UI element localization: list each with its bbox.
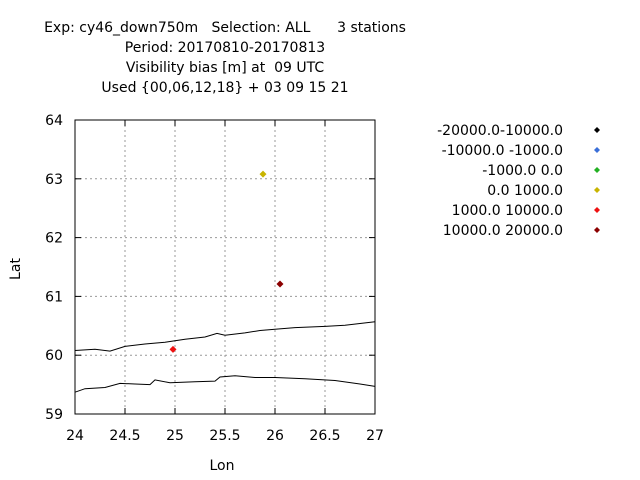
y-axis-ticks: 59 60 61 62 63 64 — [45, 113, 375, 423]
x-tick-label: 24.5 — [109, 428, 140, 444]
legend-label: -10000.0 -1000.0 — [442, 143, 563, 159]
chart-title-line-4: Used {00,06,12,18} + 03 09 15 21 — [101, 80, 349, 96]
legend: -20000.0-10000.0 -10000.0 -1000.0 -1000.0 … — [437, 123, 600, 239]
x-tick-label: 26.5 — [309, 428, 340, 444]
y-tick-label: 64 — [45, 113, 63, 129]
x-tick-label: 25.5 — [209, 428, 240, 444]
chart-title-line-3: Visibility bias [m] at 09 UTC — [125, 60, 325, 76]
coastline — [74, 321, 376, 352]
grid-lines — [75, 120, 375, 414]
y-tick-label: 60 — [45, 348, 63, 364]
x-axis-label: Lon — [210, 458, 235, 474]
x-tick-label: 25 — [166, 428, 184, 444]
x-tick-label: 24 — [66, 428, 84, 444]
legend-marker — [594, 147, 600, 153]
data-points — [169, 170, 284, 353]
legend-marker — [594, 207, 600, 213]
legend-marker — [594, 187, 600, 193]
legend-marker — [594, 167, 600, 173]
data-point — [169, 345, 177, 353]
x-axis-ticks: 24 24.5 25 25.5 26 26.5 27 — [66, 120, 384, 444]
data-point — [259, 170, 267, 178]
legend-marker — [594, 127, 600, 133]
x-tick-label: 27 — [366, 428, 384, 444]
y-axis-label: Lat — [8, 258, 24, 280]
legend-label: -20000.0-10000.0 — [437, 123, 563, 139]
legend-label: 1000.0 10000.0 — [452, 203, 563, 219]
y-tick-label: 62 — [45, 231, 63, 247]
x-tick-label: 26 — [266, 428, 284, 444]
y-tick-label: 59 — [45, 407, 63, 423]
data-point — [276, 280, 284, 288]
y-tick-label: 61 — [45, 289, 63, 305]
legend-label: 10000.0 20000.0 — [443, 223, 563, 239]
chart-title-line-2: Period: 20170810-20170813 — [124, 40, 326, 56]
coastlines — [74, 321, 376, 393]
y-tick-label: 63 — [45, 172, 63, 188]
chart-title-line-1: Exp: cy46_down750m Selection: ALL 3 stat… — [44, 20, 406, 36]
legend-marker — [594, 227, 600, 233]
coastline — [74, 375, 376, 393]
legend-label: -1000.0 0.0 — [482, 163, 563, 179]
legend-label: 0.0 1000.0 — [487, 183, 563, 199]
